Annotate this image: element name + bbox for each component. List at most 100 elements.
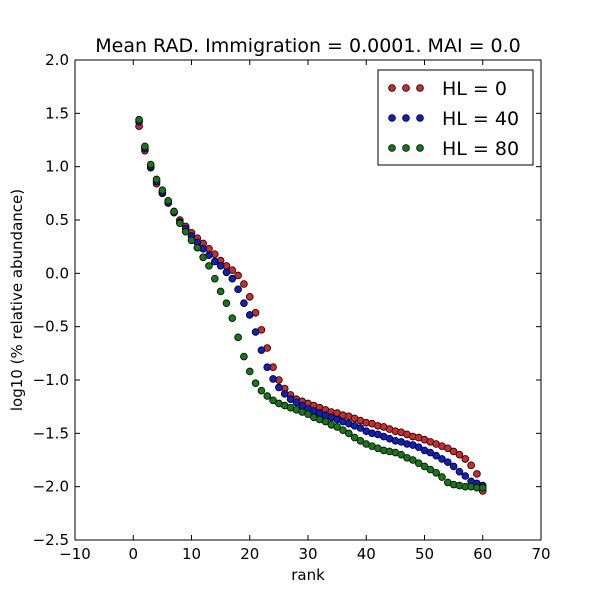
data-point — [409, 456, 417, 464]
data-point — [414, 443, 423, 452]
x-tick-label: 70 — [531, 545, 550, 563]
data-point — [280, 390, 289, 398]
data-point — [245, 292, 254, 301]
legend-label: HL = 40 — [442, 108, 519, 130]
data-point — [426, 465, 435, 474]
data-point — [414, 459, 423, 468]
legend-marker — [402, 144, 410, 152]
legend-marker — [416, 114, 424, 122]
data-point — [432, 451, 440, 460]
y-tick-label: −0.5 — [33, 318, 69, 336]
x-tick-label: −10 — [59, 545, 91, 563]
x-tick-label: 30 — [298, 545, 317, 563]
data-point — [426, 448, 435, 457]
data-point — [397, 450, 406, 459]
y-axis-label: log10 (% relative abundance) — [8, 189, 26, 411]
y-tick-label: 2.0 — [45, 51, 69, 69]
data-point — [257, 346, 266, 354]
series-0 — [135, 122, 487, 495]
data-point — [240, 352, 248, 361]
data-point — [263, 363, 272, 372]
data-point — [263, 392, 272, 400]
data-point — [350, 433, 359, 442]
data-point — [240, 280, 248, 288]
legend-label: HL = 0 — [442, 78, 507, 100]
data-point — [146, 160, 155, 169]
data-point — [455, 467, 464, 476]
series-1 — [135, 118, 487, 490]
data-point — [164, 197, 173, 205]
data-point — [344, 429, 353, 438]
data-point — [449, 462, 458, 471]
data-point — [438, 473, 446, 481]
data-point — [420, 462, 429, 471]
y-tick-label: −1.5 — [33, 424, 69, 442]
data-point — [321, 417, 330, 426]
ticks-layer: −10 0 10 20 30 40 50 60 70 2.0 1.5 1.0 0.5 0.0 −0.5 −1.… — [33, 51, 551, 563]
data-point — [199, 253, 207, 262]
x-tick-label: 20 — [240, 545, 259, 563]
data-point — [467, 461, 475, 470]
data-point — [245, 311, 254, 319]
chart-title: Mean RAD. Immigration = 0.0001. MAI = 0.… — [95, 35, 521, 57]
data-point — [245, 367, 254, 376]
data-point — [455, 450, 464, 459]
legend-marker — [388, 84, 396, 92]
data-point — [205, 262, 213, 270]
data-point — [176, 219, 184, 228]
y-tick-label: −1.0 — [33, 371, 69, 389]
legend-label: HL = 80 — [442, 138, 519, 160]
data-point — [257, 386, 266, 395]
x-axis-label: rank — [291, 566, 325, 584]
data-point — [461, 455, 470, 463]
data-point — [234, 271, 242, 280]
data-point — [216, 262, 225, 270]
x-tick-label: 0 — [128, 545, 138, 563]
data-point — [478, 483, 487, 492]
data-point — [251, 328, 260, 336]
y-tick-label: 0.5 — [45, 211, 69, 229]
legend-marker — [402, 114, 410, 122]
data-point — [170, 207, 178, 216]
data-point — [234, 285, 242, 294]
data-point — [275, 383, 283, 392]
data-point — [304, 410, 312, 418]
data-point — [141, 142, 149, 151]
data-point — [135, 115, 143, 124]
data-point — [443, 458, 452, 466]
x-tick-label: 10 — [182, 545, 201, 563]
legend-marker — [388, 114, 396, 122]
y-tick-label: 0.0 — [45, 264, 69, 282]
data-point — [269, 396, 277, 405]
data-point — [158, 186, 167, 194]
data-point — [216, 287, 225, 296]
y-tick-label: 1.0 — [45, 158, 69, 176]
data-point — [461, 472, 470, 480]
data-point — [234, 333, 242, 342]
x-tick-label: 50 — [415, 545, 434, 563]
data-point — [449, 447, 458, 456]
data-point — [339, 426, 347, 434]
data-point — [222, 268, 231, 277]
data-point — [222, 299, 231, 308]
data-point — [152, 175, 161, 184]
data-point — [292, 398, 301, 407]
legend: HL = 0 HL = 40 HL = 80 — [377, 69, 534, 166]
data-point — [228, 314, 237, 322]
data-point — [438, 455, 446, 463]
data-point — [432, 468, 440, 477]
data-point — [211, 274, 219, 283]
legend-marker — [402, 84, 410, 92]
data-point — [193, 243, 202, 252]
y-tick-label: −2.0 — [33, 478, 69, 496]
data-point — [333, 423, 341, 431]
data-point — [356, 424, 365, 432]
y-tick-label: 1.5 — [45, 104, 69, 122]
data-point — [286, 395, 295, 404]
data-point — [228, 274, 237, 283]
data-point — [356, 436, 365, 445]
x-tick-label: 60 — [473, 545, 492, 563]
data-point — [187, 236, 196, 245]
data-point — [211, 257, 219, 266]
